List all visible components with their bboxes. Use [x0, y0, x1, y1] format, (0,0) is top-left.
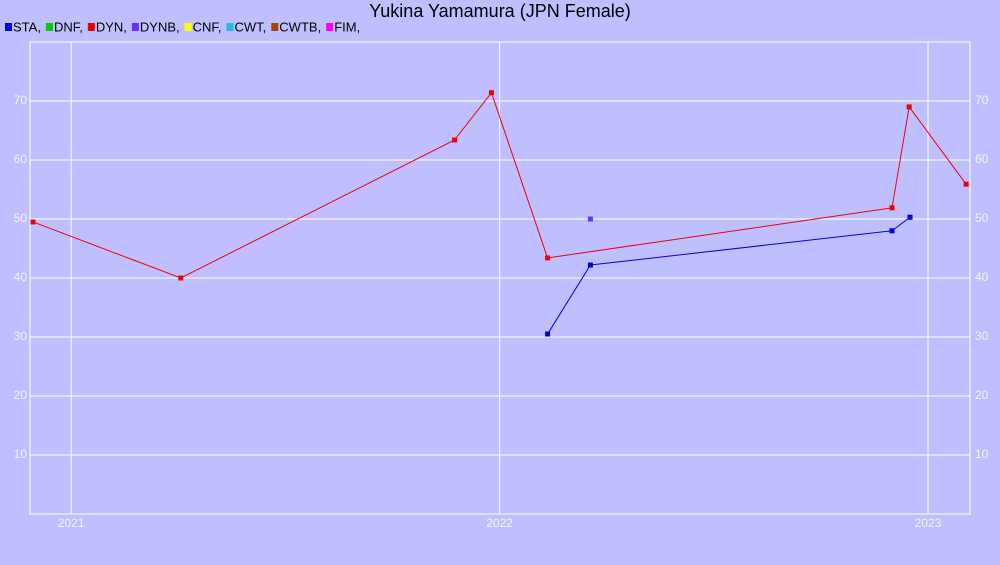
- legend-label: STA,: [13, 19, 41, 34]
- legend-swatch: [87, 23, 95, 31]
- legend-label: DYNB,: [140, 19, 180, 34]
- data-point: [906, 104, 912, 110]
- legend-label: DNF,: [54, 19, 83, 34]
- y-tick-label: 50: [14, 211, 28, 225]
- data-point: [963, 181, 969, 187]
- data-point: [889, 205, 895, 211]
- legend-label: DYN,: [96, 19, 127, 34]
- legend-swatch: [226, 23, 234, 31]
- y2-tick-label: 10: [975, 447, 989, 461]
- legend-label: FIM,: [334, 19, 360, 34]
- legend-swatch: [184, 23, 192, 31]
- y2-tick-label: 60: [975, 152, 989, 166]
- data-point: [587, 216, 593, 222]
- legend-swatch: [326, 23, 334, 31]
- data-point: [545, 255, 551, 261]
- legend-label: CWTB,: [279, 19, 321, 34]
- data-point: [545, 331, 551, 337]
- data-point: [452, 137, 458, 143]
- data-point: [178, 275, 184, 281]
- y-tick-label: 30: [14, 329, 28, 343]
- x-tick-label: 2023: [915, 516, 942, 530]
- legend-swatch: [131, 23, 139, 31]
- y-tick-label: 20: [14, 388, 28, 402]
- legend-swatch: [45, 23, 53, 31]
- y2-tick-label: 20: [975, 388, 989, 402]
- y2-tick-label: 30: [975, 329, 989, 343]
- x-tick-label: 2021: [58, 516, 85, 530]
- y2-tick-label: 40: [975, 270, 989, 284]
- y-tick-label: 40: [14, 270, 28, 284]
- data-point: [907, 214, 913, 220]
- data-point: [30, 219, 36, 225]
- y-tick-label: 60: [14, 152, 28, 166]
- data-point: [587, 262, 593, 268]
- legend-label: CNF,: [193, 19, 222, 34]
- legend-label: CWT,: [235, 19, 267, 34]
- x-tick-label: 2022: [486, 516, 513, 530]
- series-line: [547, 216, 911, 335]
- legend-swatch: [271, 23, 279, 31]
- chart-title: Yukina Yamamura (JPN Female): [369, 1, 630, 21]
- legend-swatch: [5, 23, 12, 31]
- y2-tick-label: 70: [975, 93, 989, 107]
- data-point: [488, 90, 494, 96]
- y2-tick-label: 50: [975, 211, 989, 225]
- data-point: [889, 228, 895, 234]
- series-line: [32, 91, 967, 279]
- y-tick-label: 70: [14, 93, 28, 107]
- y-tick-label: 10: [14, 447, 28, 461]
